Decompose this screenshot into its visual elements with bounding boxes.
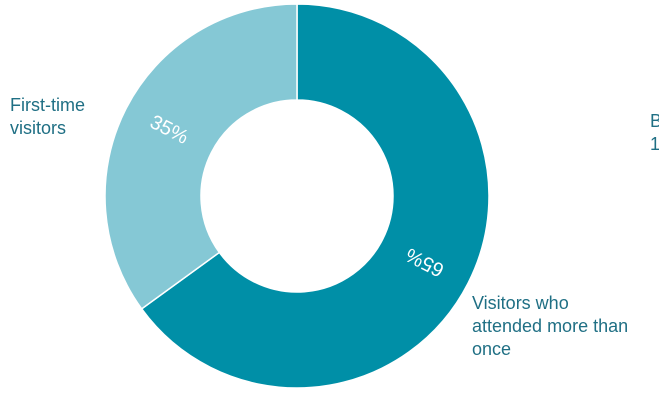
category-label-line: once (472, 339, 512, 359)
clipped-text-2: 1 (650, 134, 659, 154)
clipped-text-1: B (650, 111, 659, 131)
category-label-line: attended more than (472, 316, 629, 336)
slice-first-time-visitors (104, 3, 298, 310)
category-label-first-time: First-time visitors (10, 94, 85, 140)
category-label-line: Visitors who (472, 293, 569, 313)
category-label-line: visitors (10, 118, 67, 138)
slice-repeat-visitors (140, 3, 490, 389)
category-label-repeat-visitors: Visitors who attended more than once (472, 292, 628, 361)
category-label-line: First-time (10, 95, 85, 115)
